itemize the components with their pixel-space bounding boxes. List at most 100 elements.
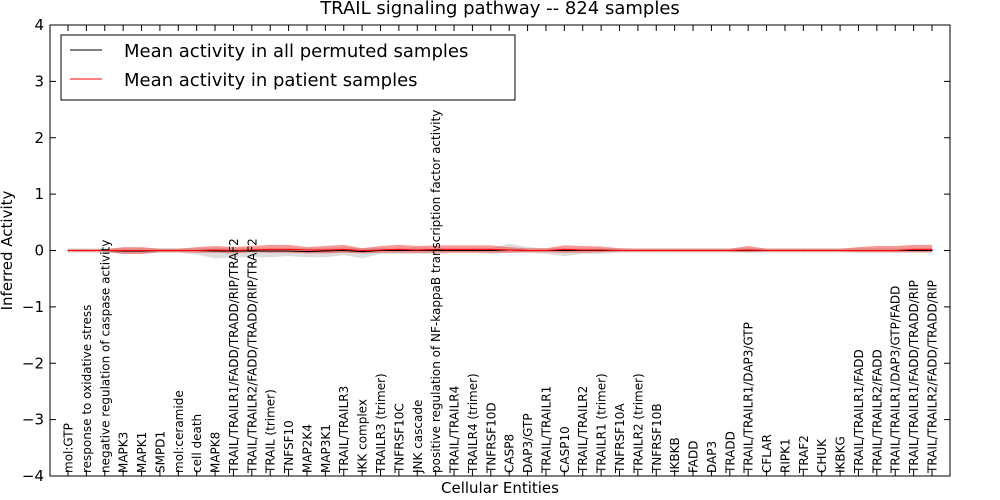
x-tick-label: TRAIL/TRAILR1/DAP3/GTP/FADD	[889, 286, 903, 474]
x-tick-label: TRAF2	[797, 435, 811, 474]
data-point-patient	[545, 249, 547, 252]
series-line-patient	[68, 248, 932, 252]
data-point-patient	[839, 249, 841, 252]
x-tick-label: CFLAR	[760, 434, 774, 473]
x-tick-label: SMPD1	[153, 431, 167, 473]
x-axis: mol:GTP response to oxidative stress negat…	[62, 25, 940, 476]
x-tick-label: MAP3K1	[319, 424, 333, 473]
data-point-patient	[214, 249, 216, 251]
x-tick-label: TRAIL/TRAILR1/DAP3/GTP	[742, 322, 756, 474]
data-point-patient	[821, 249, 823, 252]
data-point-patient	[343, 248, 345, 250]
data-point-patient	[196, 249, 198, 252]
data-point-patient	[563, 248, 565, 250]
x-tick-label: mol:ceramide	[172, 390, 186, 473]
x-tick-label: positive regulation of NF-kappaB transcr…	[429, 110, 443, 473]
x-tick-label: TRAILR3 (trimer)	[374, 373, 388, 474]
data-point-patient	[453, 248, 455, 250]
x-tick-label: TNFRSF10B	[650, 403, 664, 474]
y-tick-label: −4	[22, 467, 44, 485]
data-point-patient	[747, 249, 749, 251]
data-point-patient	[729, 249, 731, 252]
y-tick-label: −1	[22, 298, 44, 316]
data-point-permuted	[343, 249, 345, 252]
x-tick-label: TRAIL/TRAILR2/FADD/TRADD/RIP/TRAF2	[245, 238, 259, 474]
x-tick-label: TRAIL/TRAILR1/FADD/TRADD/RIP/TRAF2	[227, 238, 241, 474]
data-point-patient	[85, 249, 87, 252]
x-tick-label: JNK cascade	[411, 400, 425, 474]
data-point-patient	[177, 249, 179, 252]
data-point-patient	[67, 249, 69, 252]
x-tick-label: response to oxidative stress	[80, 305, 94, 473]
x-tick-label: MAPK1	[135, 432, 149, 473]
x-tick-label: IKBKB	[668, 437, 682, 473]
data-point-patient	[361, 249, 363, 252]
x-tick-label: TRAIL (trimer)	[264, 389, 278, 474]
data-point-patient	[710, 249, 713, 252]
data-point-patient	[618, 249, 621, 252]
x-tick-label: TRAIL/TRAILR1/FADD/TRADD/RIP	[907, 280, 921, 474]
x-tick-label: TRAIL/TRAILR2	[576, 386, 590, 474]
data-point-patient	[471, 248, 474, 250]
data-point-patient	[140, 249, 143, 252]
x-tick-label: IKK complex	[356, 399, 370, 473]
data-point-patient	[508, 249, 510, 251]
legend: Mean activity in all permuted samples Me…	[60, 34, 516, 101]
data-point-permuted	[251, 250, 253, 252]
x-tick-label: IKBKG	[834, 436, 848, 473]
data-point-patient	[784, 249, 786, 252]
data-point-permuted	[288, 250, 290, 252]
x-tick-label: DAP3/GTP	[521, 413, 535, 473]
x-tick-label: TRAIL/TRAILR2/FADD	[870, 349, 884, 474]
data-point-patient	[600, 249, 602, 251]
data-point-permuted	[398, 249, 400, 252]
data-point-patient	[232, 249, 235, 252]
data-point-permuted	[435, 249, 437, 252]
data-point-patient	[637, 249, 639, 252]
x-tick-label: TRAIL/TRAILR1	[539, 386, 553, 474]
x-tick-label: FADD	[687, 441, 701, 474]
data-point-patient	[674, 249, 676, 252]
data-point-permuted	[453, 249, 455, 252]
data-point-permuted	[269, 250, 271, 252]
x-tick-label: TRAIL/TRAILR4	[448, 386, 462, 474]
x-tick-label: TRAILR4 (trimer)	[466, 373, 480, 474]
data-point-permuted	[306, 251, 308, 253]
y-axis: −4 −3 −2 −1 0 1 2 3 4	[22, 16, 950, 485]
data-point-patient	[288, 248, 290, 250]
y-tick-label: −2	[22, 354, 44, 372]
x-tick-label: MAP2K4	[300, 424, 314, 473]
data-point-patient	[582, 249, 584, 251]
y-tick-label: 0	[34, 242, 44, 260]
y-axis-label: Inferred Activity	[0, 190, 16, 310]
x-tick-label: CASP10	[558, 426, 572, 473]
data-point-patient	[931, 248, 933, 250]
data-point-permuted	[931, 249, 933, 252]
data-point-patient	[379, 249, 382, 251]
data-point-permuted	[324, 250, 326, 252]
data-point-permuted	[214, 250, 216, 252]
data-point-patient	[435, 248, 437, 250]
chart-title: TRAIL signaling pathway -- 824 samples	[319, 0, 680, 19]
data-point-patient	[251, 249, 253, 251]
x-tick-label: MAPK8	[209, 432, 223, 473]
data-point-patient	[122, 249, 124, 252]
data-point-patient	[655, 249, 657, 252]
data-point-patient	[526, 249, 529, 252]
legend-label-patient: Mean activity in patient samples	[124, 70, 418, 91]
x-tick-label: TNFRSF10A	[613, 403, 627, 474]
data-point-permuted	[913, 249, 915, 252]
data-point-patient	[159, 249, 161, 252]
y-tick-label: 2	[34, 129, 44, 147]
y-tick-label: 4	[34, 16, 44, 34]
data-point-permuted	[361, 251, 363, 253]
data-point-patient	[857, 249, 860, 252]
x-tick-label: TRADD	[723, 431, 737, 474]
data-point-patient	[104, 249, 106, 252]
x-tick-label: TRAIL/TRAILR2/FADD/TRADD/RIP	[926, 280, 940, 474]
data-point-permuted	[490, 249, 492, 252]
x-tick-label: negative regulation of caspase activity	[98, 240, 112, 473]
x-tick-label: MAPK3	[117, 432, 131, 473]
data-point-patient	[306, 249, 308, 251]
x-tick-label: DAP3	[705, 441, 719, 473]
